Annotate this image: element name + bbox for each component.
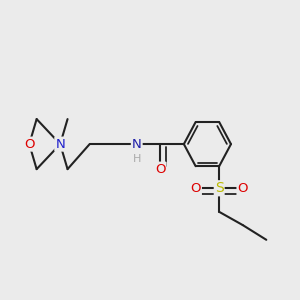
Text: N: N — [132, 138, 142, 151]
Text: S: S — [215, 181, 224, 195]
Text: N: N — [55, 138, 65, 151]
Text: H: H — [133, 154, 141, 164]
Text: O: O — [24, 138, 34, 151]
Text: O: O — [155, 163, 166, 176]
Text: O: O — [238, 182, 248, 195]
Text: O: O — [190, 182, 201, 195]
